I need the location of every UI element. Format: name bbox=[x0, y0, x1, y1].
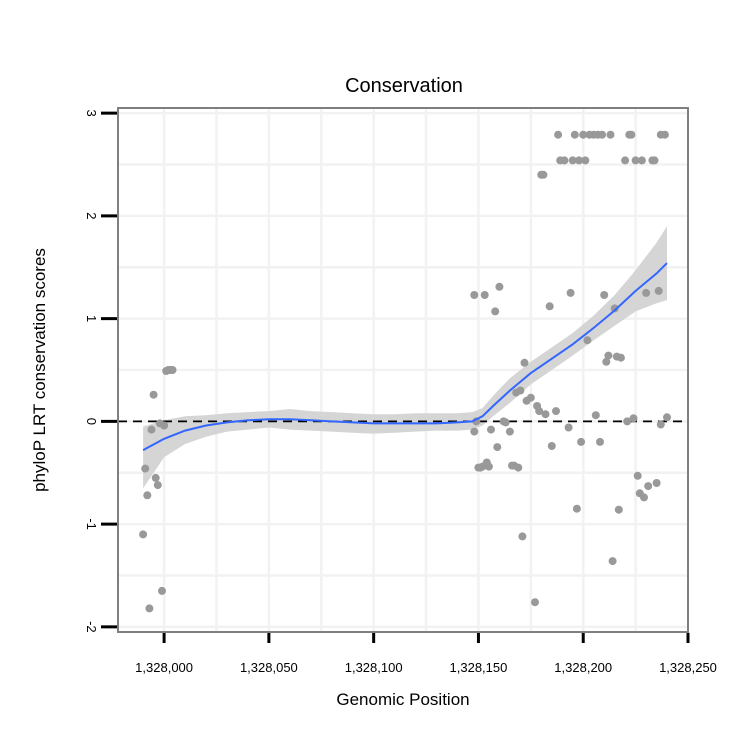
data-point bbox=[644, 482, 653, 491]
data-point bbox=[505, 427, 514, 436]
y-tick-label: 0 bbox=[84, 418, 99, 425]
data-point bbox=[547, 442, 556, 450]
data-point bbox=[637, 156, 646, 165]
y-tick-label: -2 bbox=[84, 621, 99, 633]
data-point bbox=[623, 417, 632, 426]
x-tick-label: 1,328,100 bbox=[345, 660, 403, 675]
data-point bbox=[554, 130, 563, 139]
data-point bbox=[652, 479, 661, 487]
x-tick-label: 1,328,000 bbox=[135, 660, 193, 675]
data-point bbox=[568, 156, 577, 165]
data-point bbox=[602, 357, 611, 366]
data-point bbox=[487, 425, 495, 434]
data-points bbox=[139, 130, 671, 613]
data-point bbox=[583, 336, 592, 345]
data-point bbox=[654, 286, 663, 295]
data-point bbox=[470, 291, 479, 299]
data-point bbox=[495, 282, 504, 291]
data-point bbox=[541, 410, 550, 419]
data-point bbox=[629, 414, 638, 423]
plot-frame bbox=[117, 107, 689, 633]
data-point bbox=[606, 130, 615, 139]
data-point bbox=[642, 288, 651, 297]
data-point bbox=[491, 307, 500, 316]
data-point bbox=[564, 423, 573, 432]
grid-lines bbox=[118, 108, 688, 632]
data-point bbox=[145, 604, 154, 613]
data-point bbox=[493, 443, 502, 452]
data-point bbox=[484, 462, 493, 471]
x-axis: 1,328,000 1,328,050 1,328,100 1,328,150 1,32… bbox=[135, 633, 717, 675]
y-axis-label: phyloP LRT conservation scores bbox=[30, 248, 49, 492]
data-point bbox=[608, 557, 617, 566]
data-point bbox=[470, 427, 479, 436]
data-point bbox=[552, 407, 560, 416]
y-tick-label: 3 bbox=[84, 110, 99, 117]
data-point bbox=[663, 413, 671, 422]
data-point bbox=[577, 437, 586, 446]
data-point bbox=[596, 437, 604, 446]
x-tick-label: 1,328,150 bbox=[450, 660, 508, 675]
data-point bbox=[633, 471, 642, 480]
data-point bbox=[160, 421, 169, 430]
data-point bbox=[600, 291, 609, 299]
chart-title: Conservation bbox=[345, 75, 463, 97]
data-point bbox=[621, 156, 630, 165]
x-tick-label: 1,328,050 bbox=[240, 660, 298, 675]
data-point bbox=[158, 586, 166, 595]
data-point bbox=[545, 302, 554, 311]
data-point bbox=[151, 473, 160, 482]
confidence-band-area bbox=[143, 226, 668, 489]
data-point bbox=[566, 288, 575, 297]
data-point bbox=[539, 170, 548, 179]
data-point bbox=[531, 598, 539, 607]
data-point bbox=[518, 532, 527, 541]
data-point bbox=[660, 130, 669, 139]
data-point bbox=[579, 130, 588, 139]
data-point bbox=[526, 393, 535, 402]
data-point bbox=[480, 291, 489, 299]
data-point bbox=[591, 411, 600, 420]
data-point bbox=[614, 505, 623, 514]
smooth-trend-line bbox=[142, 262, 668, 451]
data-point bbox=[501, 418, 510, 427]
data-point bbox=[581, 156, 590, 165]
x-axis-label: Genomic Position bbox=[336, 690, 469, 709]
y-axis: -2 -1 0 1 2 3 bbox=[84, 110, 117, 633]
data-point bbox=[514, 463, 523, 472]
y-tick-label: 1 bbox=[84, 315, 99, 322]
data-point bbox=[616, 353, 625, 362]
data-point bbox=[572, 504, 581, 513]
data-point bbox=[656, 420, 665, 429]
data-point bbox=[139, 530, 148, 539]
data-point bbox=[143, 491, 152, 500]
data-point bbox=[604, 351, 613, 360]
confidence-band bbox=[143, 226, 668, 489]
data-point bbox=[153, 481, 162, 490]
data-point bbox=[650, 156, 659, 165]
y-tick-label: -1 bbox=[84, 518, 99, 530]
data-point bbox=[610, 304, 619, 313]
data-point bbox=[168, 366, 177, 374]
data-point bbox=[640, 493, 648, 502]
data-point bbox=[575, 156, 583, 165]
data-point bbox=[598, 130, 607, 139]
y-tick-label: 2 bbox=[84, 212, 99, 219]
data-point bbox=[147, 425, 156, 434]
data-point bbox=[631, 156, 640, 165]
data-point bbox=[627, 130, 636, 139]
data-point bbox=[149, 390, 158, 399]
data-point bbox=[560, 156, 569, 165]
data-point bbox=[520, 358, 529, 367]
x-tick-label: 1,328,250 bbox=[659, 660, 717, 675]
data-point bbox=[516, 386, 525, 395]
x-tick-label: 1,328,200 bbox=[554, 660, 612, 675]
data-point bbox=[535, 407, 544, 416]
data-point bbox=[570, 130, 579, 139]
data-point bbox=[141, 464, 150, 473]
